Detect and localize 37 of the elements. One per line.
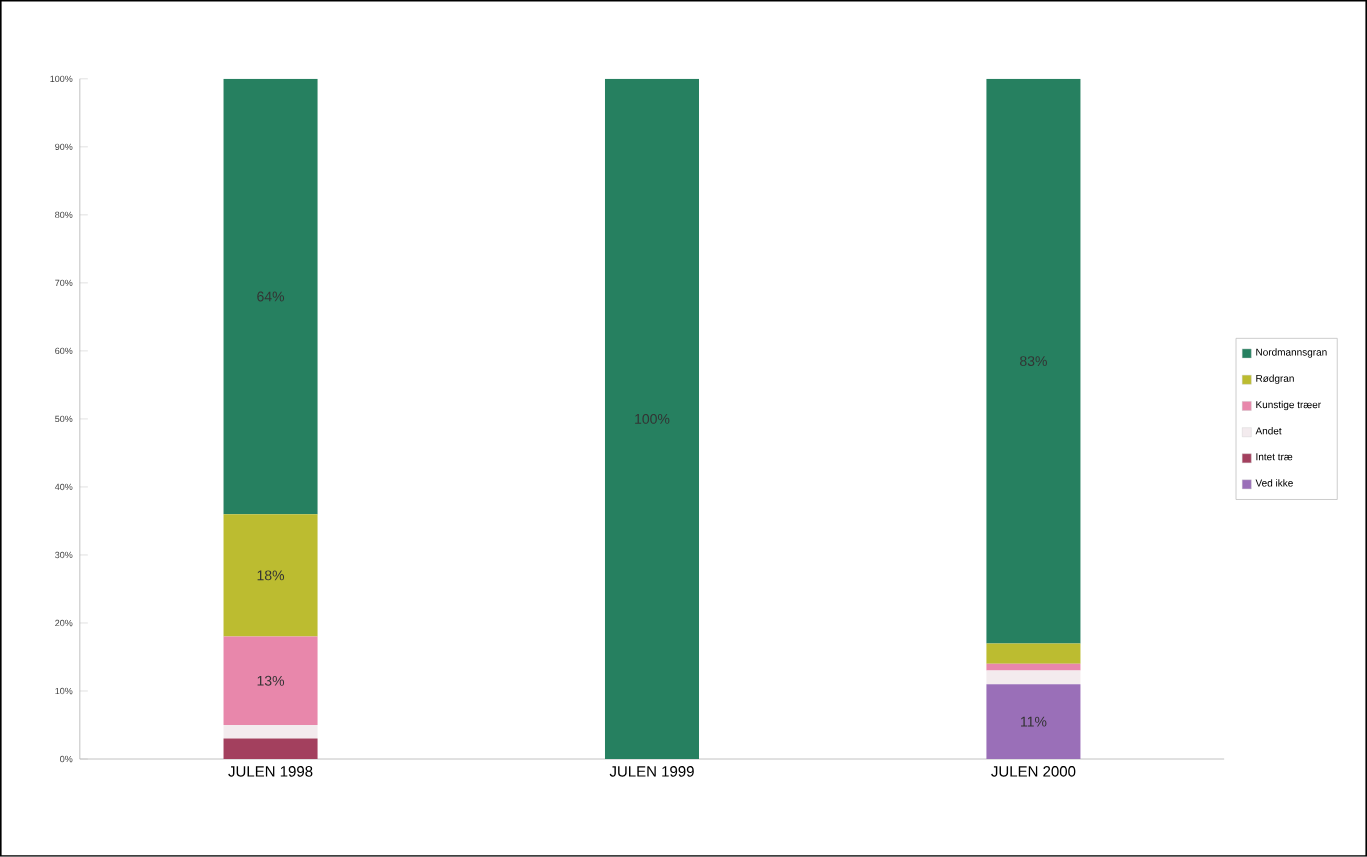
bar [986,643,1081,664]
x-tick-label: JULEN 1998 [228,766,313,777]
y-tick-label: 70% [55,279,73,287]
legend-label: Rødgran [1256,374,1294,384]
bar [986,684,1081,760]
y-tick-label: 50% [55,415,73,423]
bar [223,514,318,637]
y-tick-label: 90% [55,143,73,151]
y-tick-label: 100% [50,75,73,83]
data-label: 18% [257,570,285,581]
data-label: 11% [1021,716,1047,727]
bar [223,636,318,726]
data-label: 64% [257,291,285,302]
bar [604,78,700,760]
legend-label: Nordmannsgran [1256,348,1327,358]
bar [986,78,1081,644]
bar [986,663,1081,671]
legend-label: Ved ikke [1255,479,1293,487]
data-label: 83% [1020,356,1047,367]
bar [223,78,318,515]
data-label: 13% [257,675,285,686]
y-tick-label: 60% [55,347,73,355]
y-tick-label: 20% [55,619,73,627]
y-tick-label: 40% [54,483,73,491]
y-tick-label: 0% [60,755,73,763]
legend-label: Andet [1255,427,1282,435]
bar [223,725,318,739]
data-label: 100% [635,414,670,424]
bar [223,738,318,760]
legend-label: Intet træ [1256,453,1293,461]
x-tick-label: JULEN 2000 [991,766,1076,777]
y-tick-label: 10% [55,687,73,695]
y-tick-label: 30% [55,551,73,559]
y-tick-label: 80% [55,211,73,219]
legend-label: Kunstige træer [1256,400,1321,411]
x-tick-label: JULEN 1999 [609,766,694,777]
bar [986,670,1081,685]
